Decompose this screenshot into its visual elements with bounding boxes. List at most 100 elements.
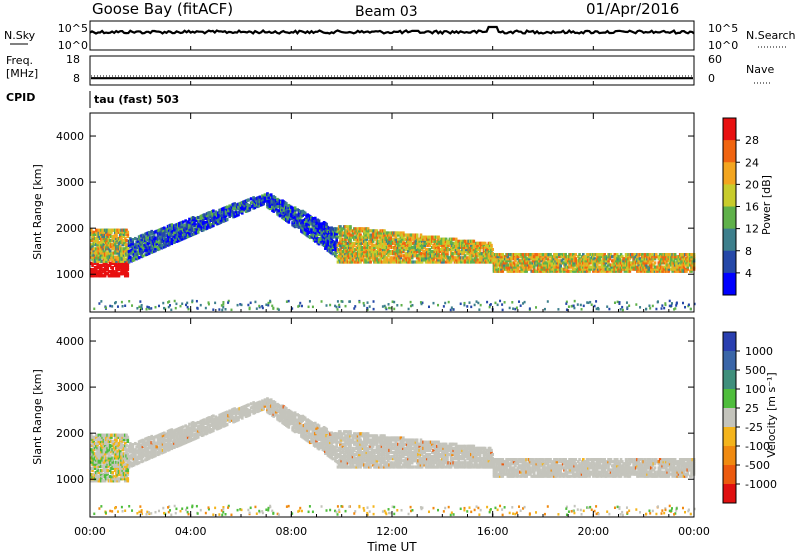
- power-cell: [398, 247, 401, 252]
- power-cell: [347, 231, 351, 235]
- velocity-cell: [106, 450, 109, 454]
- power-cell: [541, 253, 545, 257]
- velocity-cell: [91, 466, 94, 470]
- power-cell: [424, 258, 428, 262]
- power-cell: [410, 252, 414, 256]
- power-cell: [644, 263, 648, 267]
- power-cell: [457, 260, 461, 264]
- power-cell: [287, 220, 291, 224]
- power-cell: [108, 257, 112, 261]
- power-cell: [612, 263, 615, 267]
- power-cell: [670, 259, 673, 263]
- power-cell: [574, 253, 578, 257]
- power-cell: [587, 301, 590, 305]
- power-cell: [420, 239, 424, 243]
- power-cell: [393, 260, 396, 264]
- power-cell: [170, 231, 174, 235]
- power-cell: [105, 261, 108, 265]
- power-cell: [378, 254, 381, 258]
- power-cell: [560, 259, 564, 263]
- power-cell: [361, 227, 365, 231]
- power-cell: [463, 260, 467, 264]
- power-cell: [585, 265, 589, 269]
- power-cell: [614, 269, 618, 273]
- velocity-cell: [95, 473, 98, 477]
- power-cell: [635, 303, 638, 306]
- power-cell: [590, 259, 594, 263]
- power-cell: [247, 303, 250, 307]
- power-cell: [546, 259, 550, 263]
- power-cell: [110, 230, 113, 234]
- power-cell: [502, 265, 506, 269]
- power-cell: [241, 209, 244, 213]
- power-cell: [126, 274, 130, 278]
- power-cell: [514, 259, 517, 263]
- power-cell: [359, 260, 362, 264]
- power-cell: [420, 302, 423, 306]
- velocity-cell: [91, 468, 94, 473]
- power-cell: [436, 243, 439, 248]
- power-cell: [148, 307, 151, 311]
- power-cell: [508, 306, 511, 310]
- power-cell: [207, 301, 210, 304]
- power-cell: [651, 259, 654, 263]
- power-cell: [618, 259, 622, 263]
- power-cell: [98, 255, 102, 259]
- power-cell: [100, 272, 103, 276]
- velocity-cell: [90, 448, 93, 452]
- velocity-cell: [113, 448, 117, 452]
- power-cell: [428, 247, 432, 252]
- power-cell: [154, 236, 157, 240]
- nave-tick-bottom: 0: [708, 72, 715, 85]
- power-cell: [407, 307, 410, 311]
- power-cell: [470, 305, 473, 309]
- colorbar-swatch: [723, 250, 736, 274]
- velocity-cell: [123, 464, 127, 468]
- power-cell: [470, 243, 473, 248]
- power-cell: [131, 304, 134, 307]
- velocity-cell: [93, 437, 97, 441]
- power-cell: [338, 303, 341, 307]
- power-cell: [378, 250, 381, 254]
- power-cell: [317, 219, 321, 223]
- colorbar-tick-label: 4: [745, 267, 752, 280]
- power-cell: [642, 261, 646, 265]
- power-cell: [379, 243, 383, 248]
- cpid-mode: tau (fast) 503: [94, 93, 179, 106]
- power-cell: [339, 247, 342, 252]
- power-cell: [173, 230, 176, 234]
- power-cell: [164, 244, 167, 248]
- velocity-cell: [169, 439, 172, 443]
- velocity-cell: [141, 455, 145, 459]
- power-cell: [501, 257, 505, 261]
- power-cell: [437, 260, 440, 264]
- power-cell: [247, 198, 250, 202]
- power-cell: [272, 307, 275, 310]
- y-tick-label: 4000: [56, 130, 84, 143]
- y-tick-label: 3000: [56, 176, 84, 189]
- power-cell: [494, 301, 497, 305]
- power-cell: [351, 241, 355, 245]
- power-cell: [648, 253, 652, 257]
- power-cell: [527, 265, 531, 269]
- power-cell: [685, 269, 688, 273]
- power-cell: [627, 267, 630, 271]
- power-cell: [511, 301, 514, 304]
- velocity-cell: [100, 473, 103, 477]
- velocity-cell: [125, 443, 128, 448]
- power-cell: [147, 306, 150, 309]
- power-cell: [106, 232, 109, 236]
- power-cell: [593, 267, 596, 271]
- power-cell: [565, 308, 568, 311]
- power-cell: [123, 247, 127, 251]
- velocity-cell: [134, 452, 137, 456]
- power-cell: [663, 259, 667, 263]
- power-cell: [587, 253, 590, 257]
- power-cell: [335, 240, 338, 244]
- power-cell: [579, 303, 582, 307]
- velocity-cell: [117, 448, 121, 452]
- power-cell: [466, 305, 469, 308]
- power-cell: [415, 233, 419, 237]
- power-cell: [383, 254, 386, 258]
- power-cell: [285, 202, 288, 206]
